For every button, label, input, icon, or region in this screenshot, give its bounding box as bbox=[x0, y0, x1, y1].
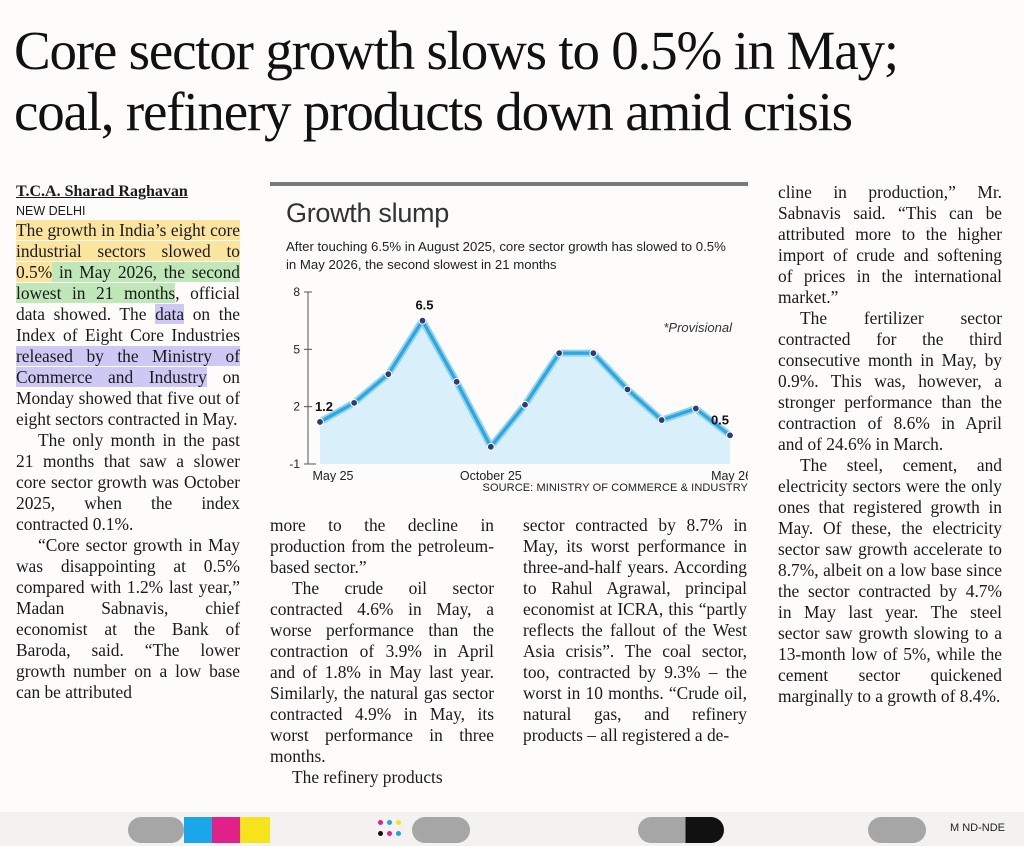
paragraph: more to the decline in production from t… bbox=[270, 515, 494, 577]
data-point bbox=[418, 316, 427, 325]
chart-subtitle: After touching 6.5% in August 2025, core… bbox=[286, 239, 726, 272]
y-tick-label: 5 bbox=[293, 342, 300, 356]
chart-title: Growth slump bbox=[286, 198, 449, 228]
highlight-purple: data bbox=[155, 304, 185, 324]
paragraph: The refinery products bbox=[292, 767, 443, 787]
y-tick-label: 8 bbox=[293, 285, 300, 299]
gray-register-mark bbox=[868, 817, 926, 843]
data-point bbox=[486, 442, 495, 451]
data-point bbox=[521, 400, 529, 409]
highlight-green: in May 2026, the second lowest in 21 mon… bbox=[16, 262, 240, 303]
x-tick-label: May 26* bbox=[711, 469, 748, 482]
gray-black-register-mark bbox=[638, 817, 724, 843]
paragraph: sector contracted by 8.7% in May, its wo… bbox=[523, 515, 747, 745]
headline: Core sector growth slows to 0.5% in May;… bbox=[14, 20, 1014, 142]
paragraph: The fertilizer sector contracted for the… bbox=[778, 308, 1002, 454]
column-2: more to the decline in production from t… bbox=[270, 515, 494, 788]
x-tick-label: May 25 bbox=[313, 469, 354, 482]
data-point bbox=[623, 385, 632, 394]
gray-register-mark bbox=[412, 817, 470, 843]
data-point bbox=[657, 416, 666, 424]
registration-dots bbox=[378, 818, 408, 842]
line-chart-svg: 8 5 2 -1 1.2 6.5 0.5 May 25 October 25 May 26* *Pr… bbox=[289, 285, 748, 482]
data-point bbox=[691, 404, 700, 413]
column-4: cline in production,” Mr. Sabnavis said.… bbox=[778, 182, 1002, 707]
x-tick-label: October 25 bbox=[460, 469, 522, 482]
column-3: sector contracted by 8.7% in May, its wo… bbox=[523, 515, 747, 746]
data-point bbox=[589, 349, 598, 358]
lead-paragraph: The growth in India’s eight core industr… bbox=[16, 220, 241, 429]
growth-chart: Growth slump After touching 6.5% in Augu… bbox=[270, 182, 748, 500]
cyan-color-bar bbox=[184, 817, 212, 843]
data-point bbox=[726, 431, 734, 440]
data-label: 6.5 bbox=[415, 298, 433, 313]
highlight-purple: released by the Ministry of Commerce and… bbox=[16, 346, 240, 387]
y-tick-label: -1 bbox=[289, 457, 300, 471]
area-fill bbox=[320, 320, 730, 464]
headline-line-2: coal, refinery products down amid crisis bbox=[14, 81, 853, 142]
paragraph: The steel, cement, and electricity secto… bbox=[778, 455, 1002, 706]
provisional-note: *Provisional bbox=[663, 320, 733, 335]
data-point bbox=[384, 370, 393, 379]
column-1: T.C.A. Sharad Raghavan NEW DELHI The gro… bbox=[16, 182, 240, 703]
chart-top-rule bbox=[270, 182, 748, 186]
dateline: NEW DELHI bbox=[16, 204, 86, 218]
paragraph: The only month in the past 21 months tha… bbox=[16, 430, 240, 534]
page-code: M ND-NDE bbox=[950, 822, 1005, 834]
data-point bbox=[555, 349, 564, 358]
data-label: 1.2 bbox=[315, 399, 333, 414]
data-point bbox=[350, 398, 359, 407]
paragraph: “Core sector growth in May was disappoin… bbox=[16, 535, 240, 702]
byline[interactable]: T.C.A. Sharad Raghavan bbox=[16, 183, 188, 200]
paragraph: cline in production,” Mr. Sabnavis said.… bbox=[778, 182, 1002, 307]
chart-source: SOURCE: MINISTRY OF COMMERCE & INDUSTRY bbox=[482, 482, 748, 494]
data-point bbox=[316, 418, 324, 426]
y-tick-label: 2 bbox=[293, 400, 300, 414]
data-point bbox=[452, 377, 461, 386]
paragraph: The crude oil sector contracted 4.6% in … bbox=[270, 578, 494, 766]
yellow-color-bar bbox=[240, 817, 270, 843]
magenta-color-bar bbox=[212, 817, 240, 843]
data-label: 0.5 bbox=[711, 412, 729, 427]
headline-line-1: Core sector growth slows to 0.5% in May; bbox=[14, 20, 899, 81]
gray-register-mark bbox=[128, 817, 184, 843]
